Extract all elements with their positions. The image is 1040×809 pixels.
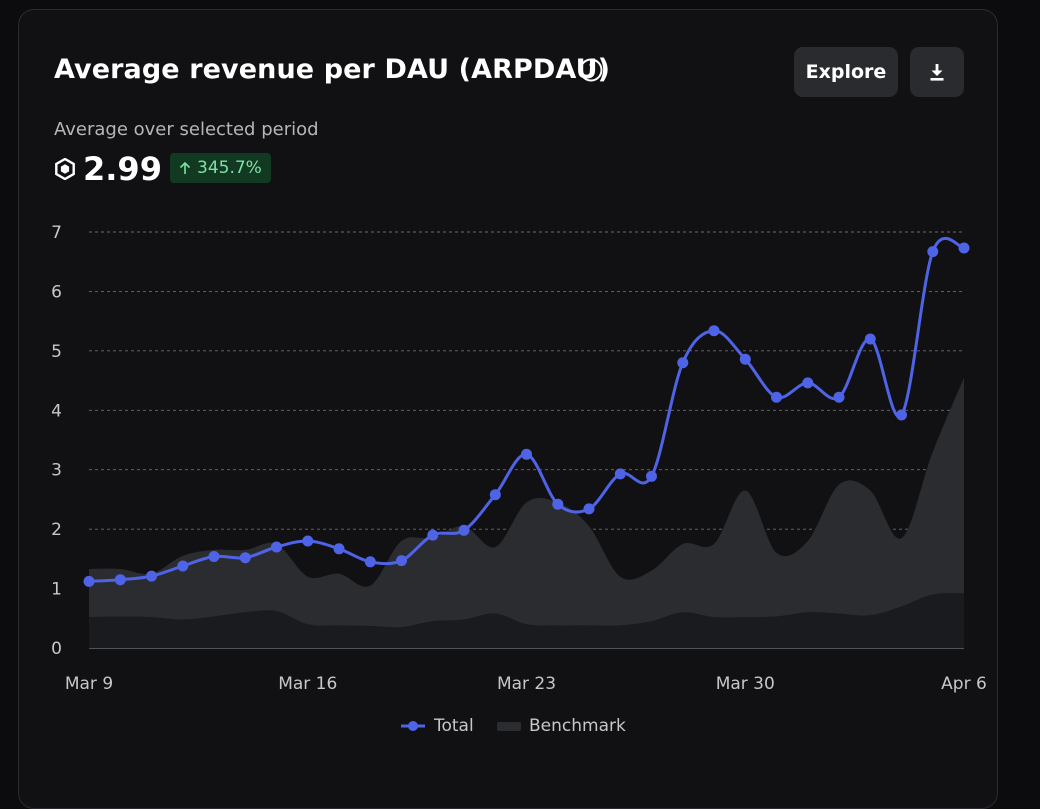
total-point bbox=[208, 551, 220, 562]
chart-card: Average revenue per DAU (ARPDAU) Explore… bbox=[18, 9, 998, 809]
y-tick-label: 3 bbox=[51, 461, 62, 481]
info-icon[interactable] bbox=[578, 57, 604, 83]
y-tick-label: 6 bbox=[51, 282, 62, 302]
legend-benchmark-swatch bbox=[497, 721, 521, 731]
total-point bbox=[458, 524, 470, 536]
arrow-up-icon bbox=[179, 161, 191, 174]
y-tick-label: 1 bbox=[51, 580, 62, 600]
total-point bbox=[83, 575, 95, 587]
total-point bbox=[271, 541, 282, 553]
total-point bbox=[302, 535, 314, 547]
chart-title: Average revenue per DAU (ARPDAU) bbox=[54, 54, 611, 85]
benchmark-lower-area bbox=[89, 593, 964, 648]
total-point bbox=[489, 489, 501, 501]
y-axis-labels: 0 1 2 3 4 5 6 7 bbox=[51, 223, 62, 659]
total-point bbox=[802, 377, 814, 389]
total-point bbox=[583, 503, 595, 515]
total-point bbox=[958, 242, 970, 254]
legend-item-benchmark[interactable]: Benchmark bbox=[497, 716, 626, 736]
period-subtitle: Average over selected period bbox=[54, 119, 319, 140]
y-tick-label: 2 bbox=[51, 520, 62, 540]
x-tick-label: Mar 9 bbox=[65, 674, 113, 694]
total-point bbox=[427, 529, 439, 541]
download-icon bbox=[930, 64, 944, 81]
legend-total-swatch bbox=[401, 721, 425, 731]
total-point bbox=[396, 555, 407, 567]
x-tick-label: Apr 6 bbox=[941, 674, 987, 694]
y-tick-label: 5 bbox=[51, 342, 62, 362]
benchmark-area bbox=[89, 377, 964, 628]
total-point bbox=[864, 333, 876, 345]
total-point bbox=[896, 409, 907, 421]
y-tick-label: 0 bbox=[51, 639, 62, 659]
x-tick-label: Mar 23 bbox=[497, 674, 556, 694]
y-tick-label: 4 bbox=[51, 401, 62, 421]
total-point bbox=[239, 552, 251, 564]
delta-badge: 345.7% bbox=[170, 153, 271, 183]
total-point bbox=[927, 246, 939, 258]
total-point bbox=[146, 570, 157, 582]
legend-item-total[interactable]: Total bbox=[400, 716, 474, 736]
total-point bbox=[177, 560, 189, 572]
legend-total-label: Total bbox=[434, 716, 474, 736]
x-axis-labels: Mar 9 Mar 16 Mar 23 Mar 30 Apr 6 bbox=[65, 674, 987, 694]
download-button[interactable] bbox=[910, 47, 964, 97]
x-tick-label: Mar 16 bbox=[278, 674, 337, 694]
explore-button[interactable]: Explore bbox=[794, 47, 898, 97]
robux-icon bbox=[55, 158, 75, 180]
total-point bbox=[677, 357, 689, 369]
total-point bbox=[708, 325, 720, 337]
total-point bbox=[114, 574, 126, 586]
total-point bbox=[771, 391, 782, 403]
total-point bbox=[364, 556, 376, 568]
total-point bbox=[739, 353, 751, 365]
total-point bbox=[646, 470, 657, 482]
delta-value: 345.7% bbox=[197, 158, 262, 178]
line-chart: Mar 9 Mar 16 Mar 23 Mar 30 Apr 6 0 1 2 3 4 5 6 7 bbox=[51, 223, 987, 694]
total-series bbox=[83, 236, 970, 587]
total-point bbox=[521, 448, 532, 460]
total-point bbox=[614, 468, 626, 480]
total-point bbox=[333, 543, 345, 555]
average-value: 2.99 bbox=[83, 150, 162, 188]
benchmark-band bbox=[89, 377, 964, 648]
y-tick-label: 7 bbox=[51, 223, 62, 243]
total-point bbox=[552, 498, 564, 510]
legend-benchmark-label: Benchmark bbox=[529, 716, 626, 736]
x-tick-label: Mar 30 bbox=[716, 674, 775, 694]
total-point bbox=[833, 391, 845, 403]
